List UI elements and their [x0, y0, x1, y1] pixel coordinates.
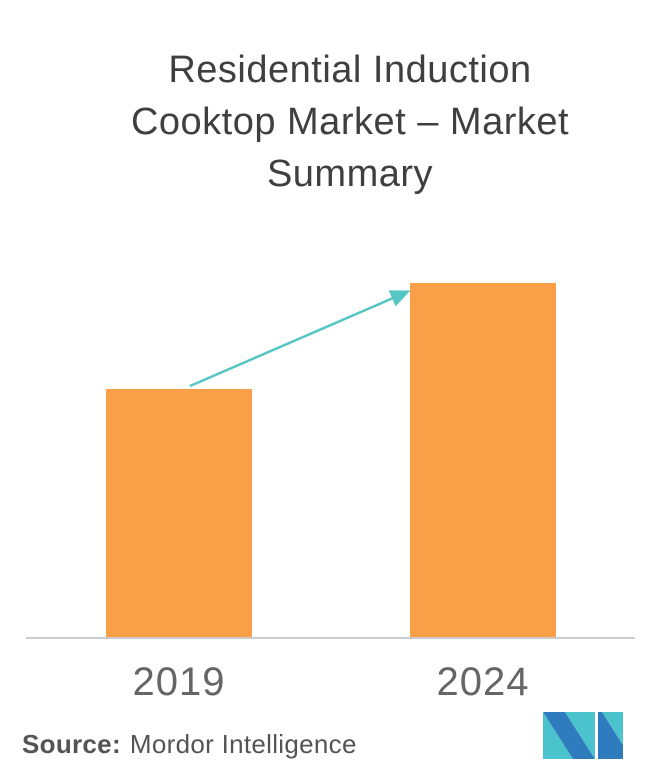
x-tick-2024: 2024 [436, 660, 530, 704]
bar-2024 [410, 283, 556, 637]
mordor-intelligence-logo [543, 712, 623, 759]
logo-right-teal-triangle [602, 712, 623, 745]
logo-right-blue-bar [598, 712, 623, 759]
chart-title-line-2: Cooktop Market – Market [130, 101, 570, 143]
x-tick-2019: 2019 [132, 660, 226, 704]
chart-title-line-3: Summary [266, 153, 434, 195]
source-value: Mordor Intelligence [129, 729, 357, 759]
x-axis-line [26, 637, 635, 639]
source-attribution: Source: Mordor Intelligence [22, 729, 357, 760]
bar-2019 [106, 389, 252, 637]
logo-top-right-teal-triangle [565, 712, 595, 759]
logo-diagonal-blue-band [543, 712, 595, 759]
source-label: Source: [22, 729, 121, 759]
chart-title-line-1: Residential Induction [168, 49, 532, 91]
chart-title: Residential Induction Cooktop Market – M… [42, 44, 658, 200]
